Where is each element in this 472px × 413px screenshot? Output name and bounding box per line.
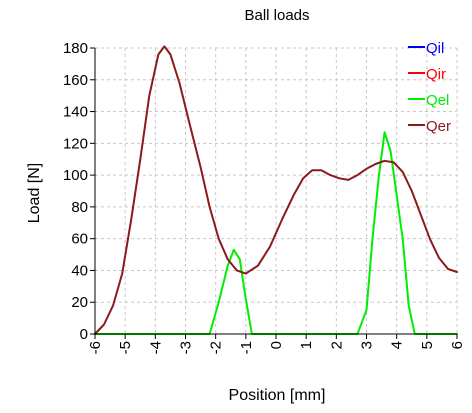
y-tick-label: 120 bbox=[63, 135, 88, 152]
y-axis-label: Load [N] bbox=[26, 163, 43, 223]
y-tick-label: 80 bbox=[71, 199, 88, 216]
x-tick-label: 6 bbox=[449, 341, 466, 349]
grid bbox=[95, 47, 458, 334]
legend-label-qel: Qel bbox=[426, 92, 449, 109]
legend: Qil Qir Qel Qer bbox=[408, 40, 451, 135]
legend-label-qir: Qir bbox=[426, 66, 446, 83]
y-tick-label: 0 bbox=[80, 326, 88, 343]
series-line-qel bbox=[94, 131, 458, 335]
x-tick-label: 0 bbox=[268, 341, 285, 349]
y-tick-label: 20 bbox=[71, 294, 88, 311]
y-tick-label: 40 bbox=[71, 262, 88, 279]
y-tick-label: 180 bbox=[63, 40, 88, 57]
x-tick-label: -1 bbox=[238, 341, 255, 354]
legend-label-qer: Qer bbox=[426, 118, 451, 135]
y-tick-label: 160 bbox=[63, 72, 88, 89]
y-tick-label: 140 bbox=[63, 104, 88, 121]
series-line-qer bbox=[94, 45, 458, 335]
y-tick-label: 60 bbox=[71, 231, 88, 248]
x-tick-label: -3 bbox=[178, 341, 195, 354]
x-tick-label: 5 bbox=[419, 341, 436, 349]
chart-title: Ball loads bbox=[244, 7, 309, 24]
x-tick-label: 2 bbox=[328, 341, 345, 349]
x-tick-label: 1 bbox=[298, 341, 315, 349]
legend-label-qil: Qil bbox=[426, 40, 444, 57]
x-tick-label: 3 bbox=[359, 341, 376, 349]
x-tick-label: -2 bbox=[208, 341, 225, 354]
y-tick-label: 100 bbox=[63, 167, 88, 184]
plot-area bbox=[94, 45, 458, 335]
x-tick-label: 4 bbox=[389, 341, 406, 349]
x-tick-label: -4 bbox=[147, 341, 164, 354]
x-tick-label: -5 bbox=[117, 341, 134, 354]
ticks: 0 20 40 60 80 100 120 140 160 180 -6 -5 -4 -3 -2 -1 0 1 2 3… bbox=[63, 40, 466, 354]
x-tick-label: -6 bbox=[87, 341, 104, 354]
x-axis-label: Position [mm] bbox=[229, 387, 326, 404]
